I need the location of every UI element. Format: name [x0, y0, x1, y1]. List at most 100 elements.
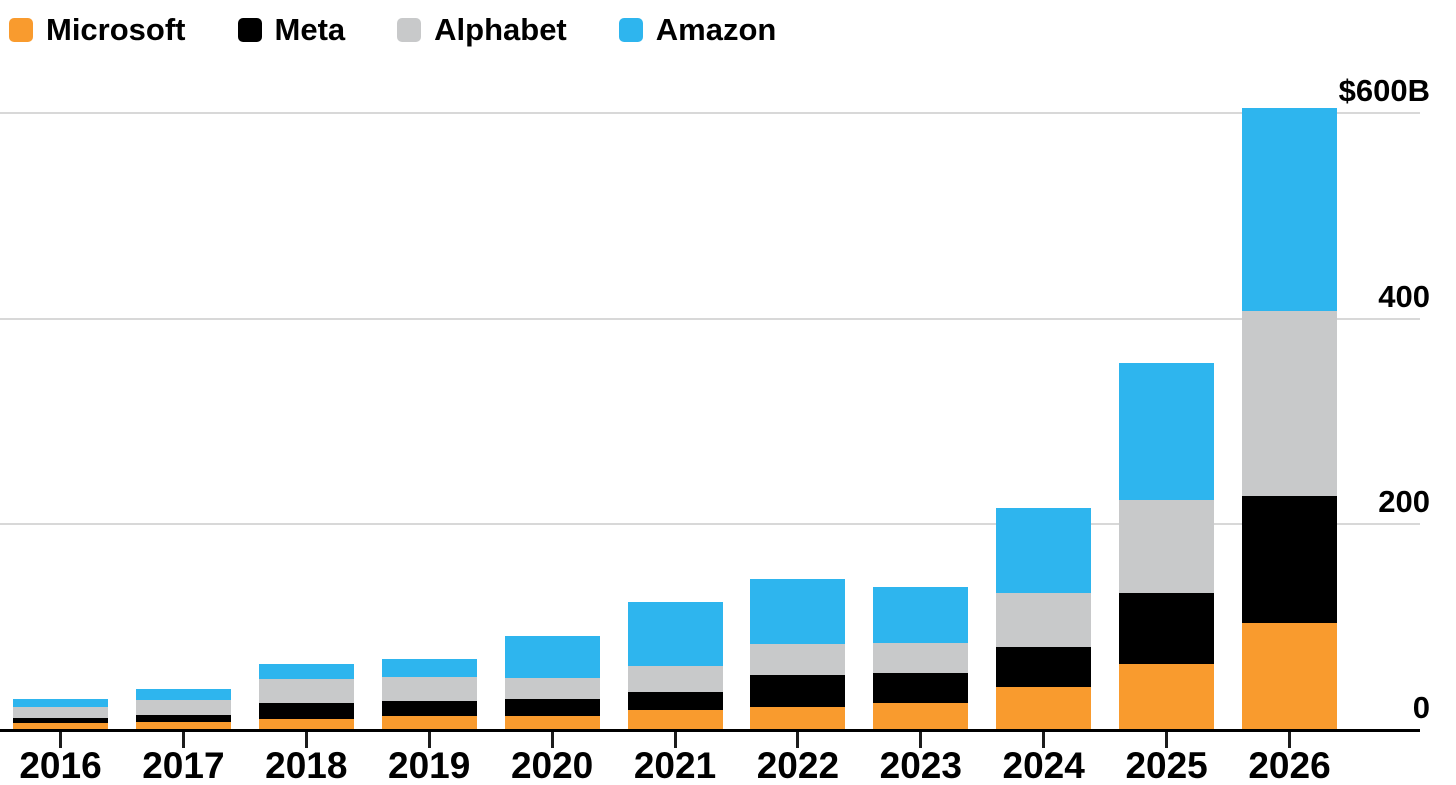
- y-axis-label: 0: [1412, 690, 1430, 725]
- stacked-bar-2024: [996, 507, 1092, 730]
- bar-segment-microsoft-2025: [1119, 664, 1215, 730]
- stacked-bar-2022: [750, 578, 846, 730]
- bar-segment-alphabet-2016: [13, 707, 108, 718]
- bar-segment-amazon-2016: [13, 699, 108, 708]
- bar-segment-microsoft-2020: [504, 715, 600, 730]
- gridline-600: [0, 112, 1420, 114]
- bar-segment-alphabet-2021: [627, 666, 723, 692]
- x-tick: [673, 731, 677, 748]
- bar-segment-meta-2023: [873, 673, 969, 704]
- x-axis-label-2018: 2018: [265, 745, 348, 785]
- bar-segment-meta-2018: [258, 703, 354, 719]
- x-tick: [796, 731, 800, 748]
- bar-segment-amazon-2020: [504, 636, 600, 678]
- legend-swatch-icon: [397, 17, 422, 42]
- x-axis-label-2022: 2022: [756, 745, 840, 785]
- legend-item: Alphabet: [397, 14, 567, 45]
- y-axis-label: 400: [1378, 278, 1430, 314]
- stacked-bar-2021: [627, 602, 723, 730]
- bar-segment-alphabet-2019: [381, 676, 477, 702]
- bar-segment-alphabet-2026: [1242, 311, 1337, 496]
- legend-swatch-icon: [9, 17, 33, 42]
- gridline-400: [0, 317, 1420, 320]
- bar-segment-alphabet-2017: [135, 700, 231, 715]
- bar-segment-microsoft-2019: [381, 715, 477, 730]
- bar-segment-microsoft-2016: [13, 722, 108, 730]
- bar-segment-meta-2025: [1119, 593, 1215, 665]
- legend-label: Alphabet: [434, 12, 567, 47]
- bar-segment-meta-2026: [1242, 495, 1337, 624]
- bar-segment-microsoft-2021: [627, 710, 723, 730]
- bar-segment-amazon-2022: [750, 578, 846, 644]
- bar-segment-amazon-2017: [135, 688, 231, 701]
- bar-segment-meta-2019: [381, 701, 477, 716]
- bar-segment-alphabet-2022: [750, 643, 846, 676]
- bar-segment-meta-2016: [13, 717, 108, 723]
- bar-segment-amazon-2021: [627, 602, 723, 667]
- bar-segment-alphabet-2024: [996, 593, 1092, 647]
- bar-segment-meta-2022: [750, 675, 846, 708]
- stacked-bar-2020: [504, 636, 600, 730]
- x-axis-label-2017: 2017: [142, 745, 225, 785]
- x-axis-label-2021: 2021: [633, 745, 717, 785]
- x-tick: [550, 731, 554, 748]
- bar-segment-amazon-2018: [258, 664, 354, 679]
- bar-segment-meta-2020: [504, 699, 600, 716]
- bar-segment-amazon-2019: [381, 659, 477, 677]
- stacked-bar-2018: [258, 664, 354, 730]
- x-axis-label-2025: 2025: [1125, 745, 1208, 785]
- bar-segment-microsoft-2024: [996, 686, 1092, 730]
- bar-segment-alphabet-2023: [873, 642, 969, 674]
- legend-item: Microsoft: [9, 14, 186, 45]
- x-tick: [919, 731, 923, 748]
- stacked-bar-2026: [1242, 107, 1337, 730]
- x-axis-label-2023: 2023: [879, 745, 962, 785]
- bar-segment-microsoft-2017: [135, 721, 231, 730]
- bar-segment-alphabet-2020: [504, 677, 600, 700]
- stacked-bar-2023: [873, 587, 969, 730]
- stacked-bar-2025: [1119, 362, 1215, 730]
- bar-segment-microsoft-2018: [258, 718, 354, 730]
- x-axis-label-2019: 2019: [388, 745, 471, 785]
- x-axis-label-2024: 2024: [1002, 745, 1085, 785]
- x-axis-label-2016: 2016: [19, 745, 102, 785]
- legend-swatch-icon: [237, 17, 262, 42]
- legend-swatch-icon: [618, 17, 643, 42]
- legend-item: Amazon: [618, 12, 777, 47]
- x-axis-baseline: [0, 729, 1420, 732]
- bar-segment-amazon-2026: [1242, 107, 1337, 312]
- x-tick: [427, 731, 431, 748]
- x-tick: [59, 731, 62, 748]
- x-tick: [1288, 731, 1291, 748]
- legend-label: Meta: [274, 12, 346, 47]
- x-tick: [304, 731, 308, 748]
- x-tick: [181, 731, 185, 748]
- legend-item: Meta: [237, 12, 346, 47]
- y-axis-label: 200: [1378, 484, 1430, 520]
- bar-segment-amazon-2024: [996, 507, 1092, 594]
- bar-segment-alphabet-2025: [1119, 499, 1215, 594]
- bar-segment-microsoft-2026: [1242, 623, 1337, 730]
- bar-segment-microsoft-2023: [873, 703, 969, 730]
- x-axis-label-2020: 2020: [510, 745, 594, 785]
- gridline-200: [0, 523, 1420, 526]
- bar-segment-meta-2017: [135, 714, 231, 722]
- stacked-bar-2017: [135, 688, 231, 730]
- bar-segment-meta-2021: [627, 691, 723, 711]
- stacked-bar-2016: [13, 699, 108, 730]
- stacked-bar-2019: [381, 659, 477, 730]
- x-tick: [1042, 731, 1046, 748]
- bar-segment-amazon-2023: [873, 587, 969, 643]
- bar-segment-alphabet-2018: [258, 678, 354, 704]
- chart-legend: Microsoft Meta Alphabet Amazon: [9, 14, 776, 45]
- bar-segment-microsoft-2022: [750, 707, 846, 730]
- bar-segment-amazon-2025: [1119, 362, 1215, 500]
- bar-segment-meta-2024: [996, 646, 1092, 687]
- x-axis-label-2026: 2026: [1248, 745, 1331, 785]
- legend-label: Microsoft: [46, 12, 186, 47]
- x-tick: [1165, 731, 1169, 748]
- y-axis-label: $600B: [1338, 73, 1430, 108]
- legend-label: Amazon: [655, 12, 777, 47]
